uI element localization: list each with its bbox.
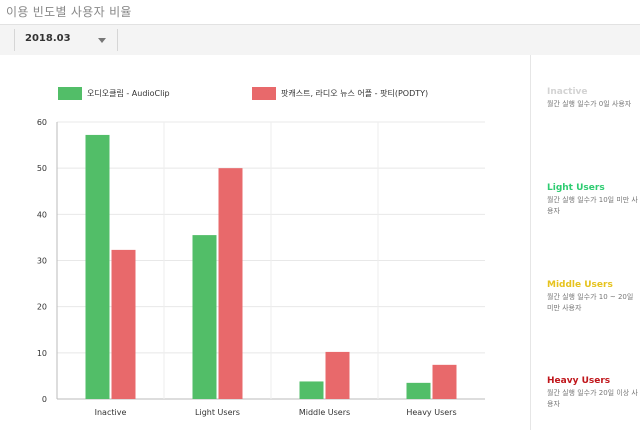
y-tick-label: 30 xyxy=(37,257,47,266)
legend-label-audioclip: 오디오클립 - AudioClip xyxy=(87,88,170,98)
bar-audioclip xyxy=(406,382,431,399)
chevron-down-icon xyxy=(98,38,106,43)
toolbar: 2018.03 xyxy=(0,24,640,56)
bar-podty xyxy=(218,168,243,399)
segment-inactive: Inactive 월간 실행 일수가 0일 사용자 xyxy=(547,87,639,110)
segment-desc-inactive: 월간 실행 일수가 0일 사용자 xyxy=(547,100,632,108)
y-tick-label: 10 xyxy=(37,349,47,358)
x-tick-label: Heavy Users xyxy=(406,408,456,417)
x-tick-label: Middle Users xyxy=(299,408,350,417)
y-tick-label: 50 xyxy=(37,164,47,173)
segment-title-middle-users: Middle Users xyxy=(547,280,613,290)
bar-audioclip xyxy=(192,235,217,399)
segment-legend-panel: Inactive 월간 실행 일수가 0일 사용자 Light Users 월간… xyxy=(530,55,640,430)
segment-desc-heavy-users: 월간 실행 일수가 20일 이상 사용자 xyxy=(547,389,638,408)
chart-area: 오디오클립 - AudioClip 팟캐스트, 라디오 뉴스 어플 - 팟티(P… xyxy=(0,55,530,430)
segment-middle-users: Middle Users 월간 실행 일수가 10 ~ 20일 미만 사용자 xyxy=(547,280,639,314)
segment-desc-middle-users: 월간 실행 일수가 10 ~ 20일 미만 사용자 xyxy=(547,293,634,312)
title-bar: 이용 빈도별 사용자 비율 xyxy=(0,0,640,24)
segment-title-heavy-users: Heavy Users xyxy=(547,376,611,386)
period-value: 2018.03 xyxy=(25,33,71,44)
bar-podty xyxy=(111,249,136,399)
legend-swatch-audioclip xyxy=(58,86,82,100)
bar-podty xyxy=(325,351,350,399)
segment-light-users: Light Users 월간 실행 일수가 10일 미만 사용자 xyxy=(547,183,639,217)
bar-chart: 0 10 20 30 40 50 60 Inactive Light Users Middle U… xyxy=(37,118,485,417)
legend-item-podty[interactable]: 팟캐스트, 라디오 뉴스 어플 - 팟티(PODTY) xyxy=(252,86,428,100)
x-tick-label: Inactive xyxy=(95,408,127,417)
segment-title-light-users: Light Users xyxy=(547,183,605,193)
segment-desc-light-users: 월간 실행 일수가 10일 미만 사용자 xyxy=(547,196,638,215)
y-tick-label: 20 xyxy=(37,303,47,312)
legend-item-audioclip[interactable]: 오디오클립 - AudioClip xyxy=(58,86,170,100)
segment-heavy-users: Heavy Users 월간 실행 일수가 20일 이상 사용자 xyxy=(547,376,639,410)
y-tick-label: 40 xyxy=(37,210,47,219)
legend-swatch-podty xyxy=(252,86,276,100)
y-tick-label: 60 xyxy=(37,118,47,127)
bar-podty xyxy=(432,364,457,399)
bar-audioclip xyxy=(299,381,324,399)
legend-label-podty: 팟캐스트, 라디오 뉴스 어플 - 팟티(PODTY) xyxy=(281,88,429,98)
segment-title-inactive: Inactive xyxy=(547,87,588,97)
period-select[interactable]: 2018.03 xyxy=(14,29,118,51)
page-title: 이용 빈도별 사용자 비율 xyxy=(6,5,132,19)
bar-audioclip xyxy=(85,134,110,399)
y-tick-label: 0 xyxy=(42,395,47,404)
x-tick-label: Light Users xyxy=(195,408,240,417)
